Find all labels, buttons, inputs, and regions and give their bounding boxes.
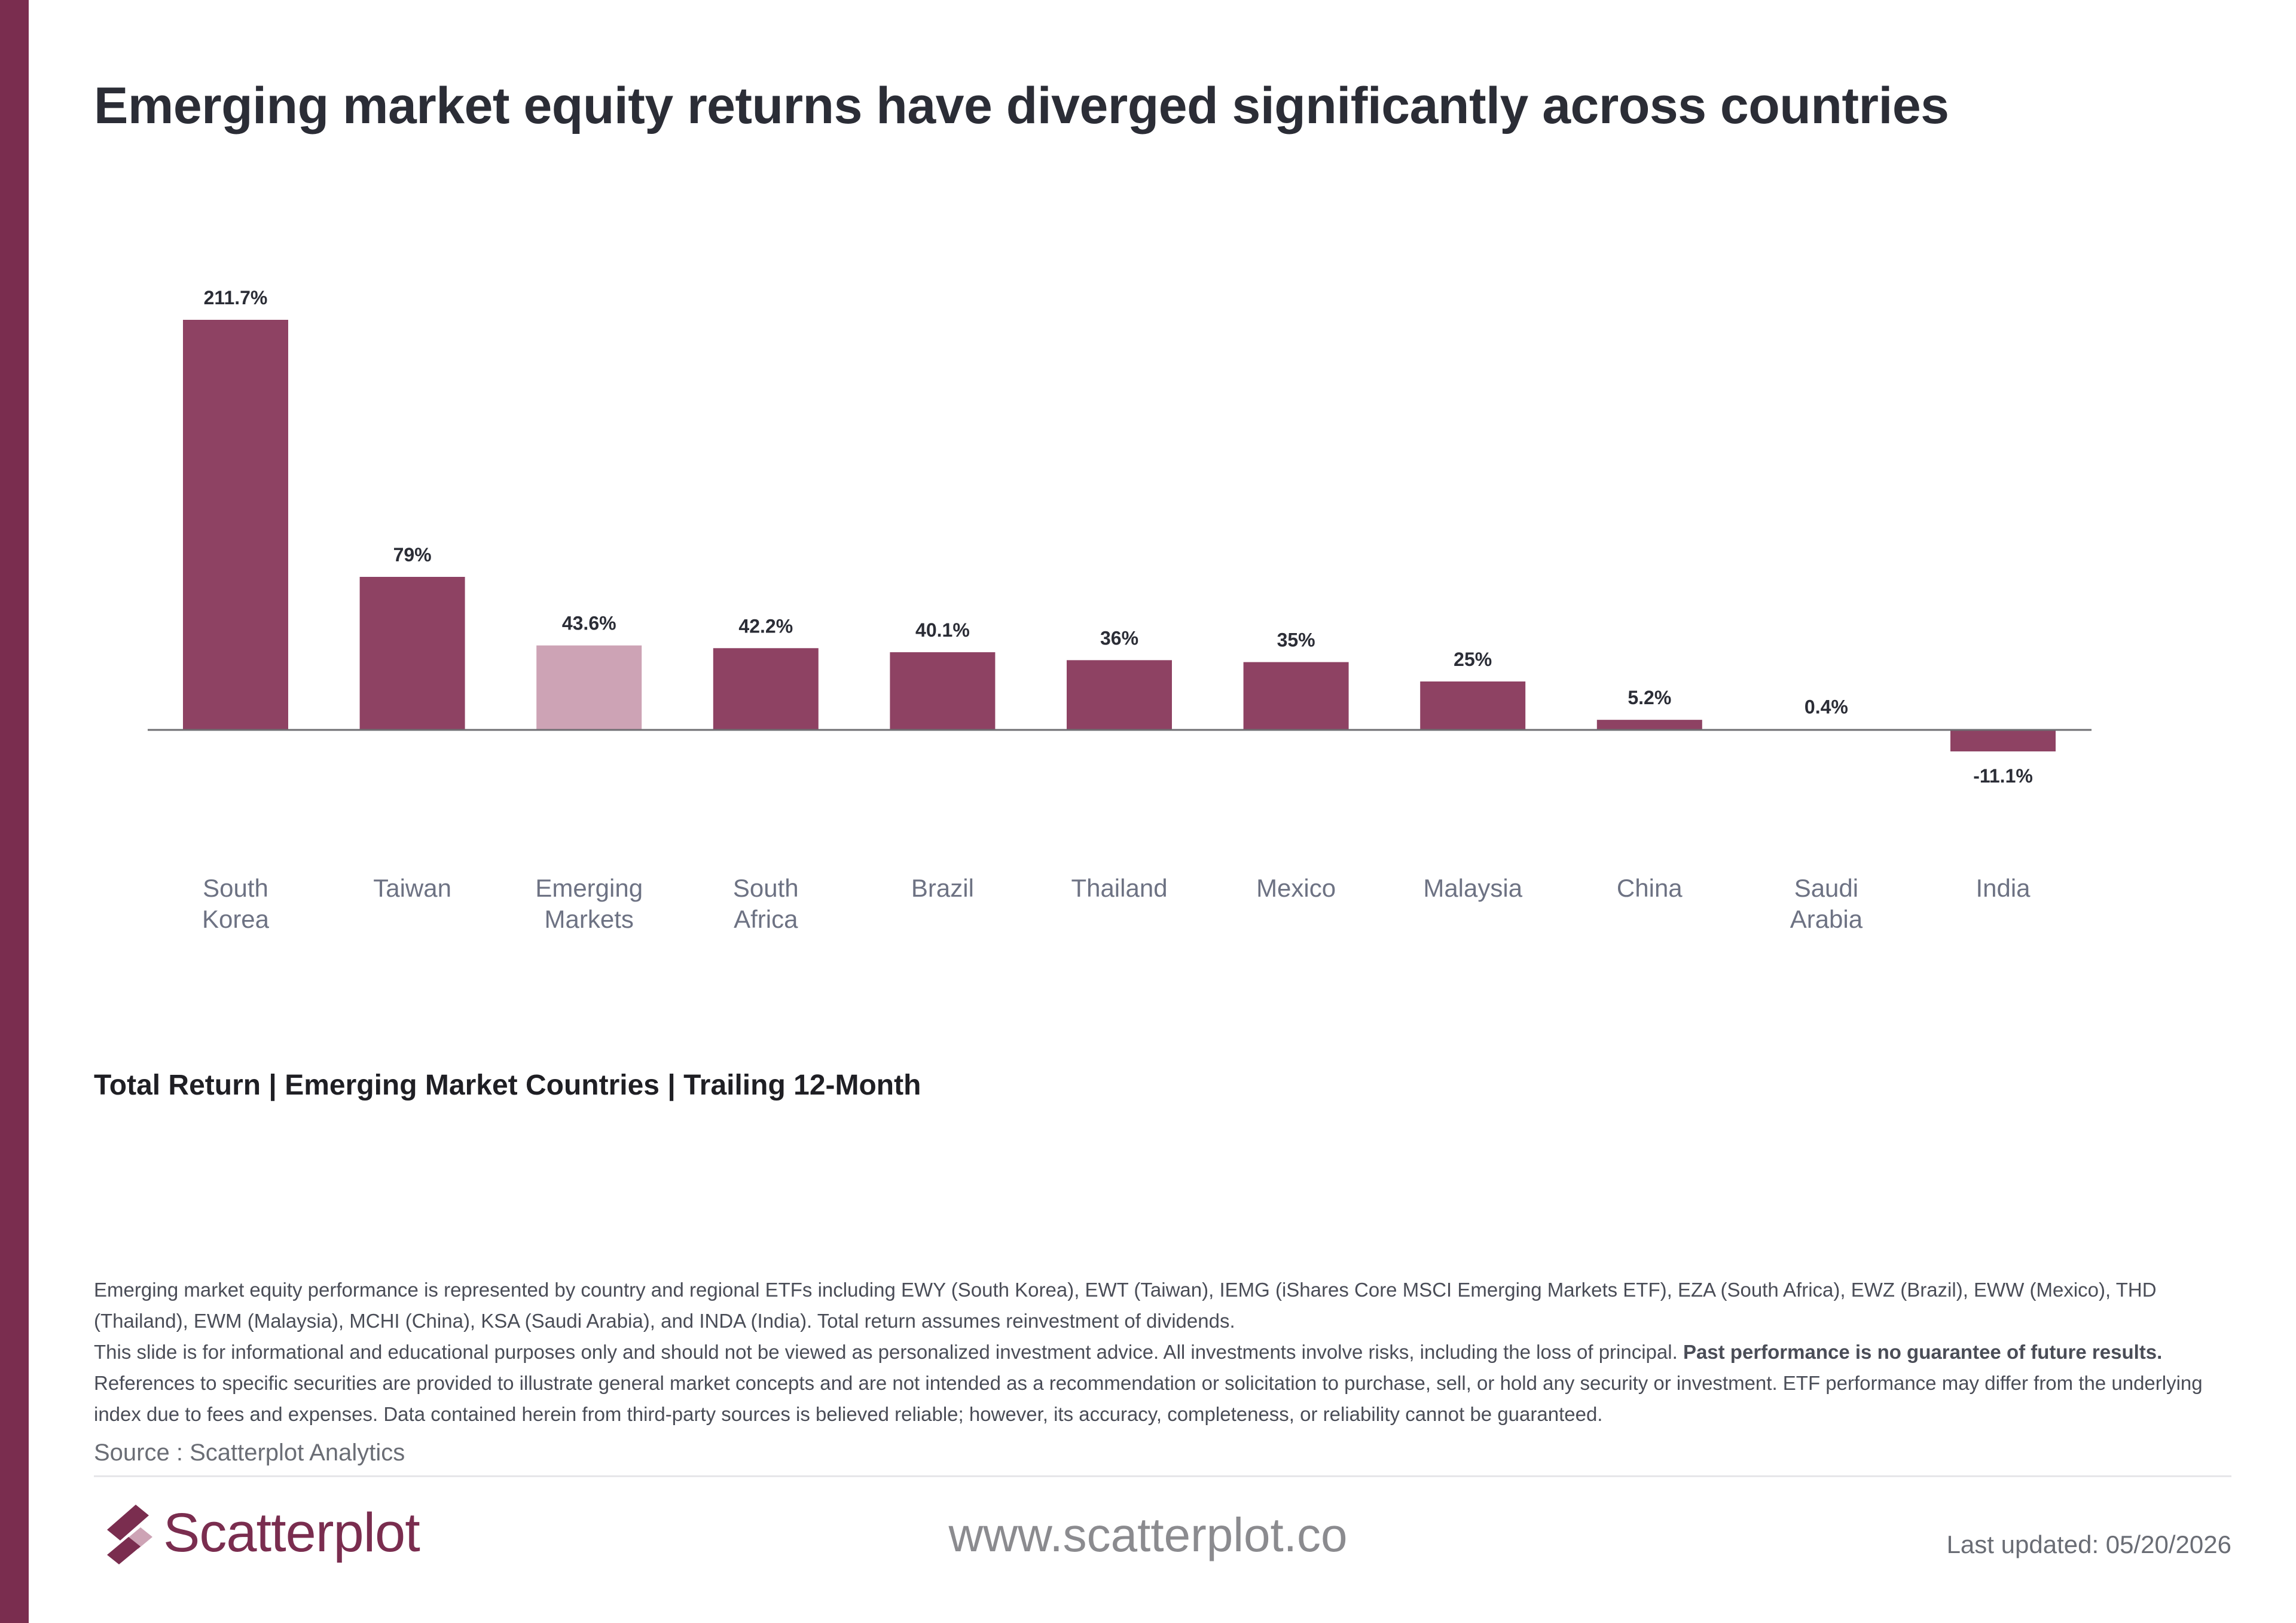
category-label: Thailand [1071, 874, 1167, 902]
scatterplot-logo[interactable]: Scatterplot [105, 1502, 420, 1564]
data-label: 35% [1277, 629, 1315, 651]
disclaimer-risk-text: This slide is for informational and educ… [94, 1341, 1683, 1363]
bar [1950, 730, 2056, 751]
data-label: 36% [1100, 627, 1138, 649]
category-label: Brazil [911, 874, 974, 902]
bar [1243, 662, 1349, 730]
bar [359, 577, 465, 730]
last-updated: Last updated: 05/20/2026 [1946, 1530, 2231, 1558]
data-label: -11.1% [1973, 765, 2033, 787]
scatterplot-logo-icon [107, 1504, 152, 1564]
disclaimer-past-performance: Past performance is no guarantee of futu… [1683, 1341, 2163, 1363]
bar [183, 320, 288, 730]
data-label: 25% [1454, 649, 1492, 670]
bar [1420, 681, 1526, 730]
source-note: Source : Scatterplot Analytics [94, 1439, 405, 1466]
disclaimer-paragraph-risk: This slide is for informational and educ… [94, 1337, 2228, 1430]
category-label: Emerging [535, 874, 643, 902]
bar [1067, 660, 1172, 730]
data-label: 5.2% [1628, 687, 1671, 708]
chart-subtitle: Total Return | Emerging Market Countries… [94, 1069, 921, 1101]
category-label: Arabia [1790, 905, 1863, 933]
disclaimer-risk-text-end: References to specific securities are pr… [94, 1372, 2203, 1425]
bar [713, 648, 819, 730]
chart-title: Emerging market equity returns have dive… [94, 77, 1949, 135]
category-label: Mexico [1256, 874, 1336, 902]
footer-divider [94, 1475, 2231, 1477]
category-label: Saudi [1794, 874, 1858, 902]
data-label: 79% [393, 544, 432, 566]
website-link[interactable]: www.scatterplot.co [948, 1508, 1348, 1561]
data-label: 43.6% [562, 613, 616, 634]
bar [1596, 720, 1702, 730]
data-label: 0.4% [1805, 696, 1848, 718]
disclaimer-paragraph-etfs: Emerging market equity performance is re… [94, 1279, 2157, 1332]
category-label: China [1617, 874, 1683, 902]
accent-bar [0, 0, 29, 1623]
bar-chart: 211.7% South Korea 79% Taiwan 43.6% Emerging Ma… [148, 287, 2092, 933]
category-label: Taiwan [373, 874, 451, 902]
bar [536, 645, 642, 730]
bar [890, 652, 996, 730]
category-label: South [733, 874, 799, 902]
category-label: Malaysia [1423, 874, 1522, 902]
category-label: India [1976, 874, 2031, 902]
data-label: 40.1% [915, 619, 970, 641]
category-label: Korea [202, 905, 270, 933]
category-label: Markets [545, 905, 634, 933]
category-label: South [203, 874, 268, 902]
logo-text: Scatterplot [163, 1502, 420, 1563]
data-label: 42.2% [738, 615, 793, 637]
disclaimer: Emerging market equity performance is re… [94, 1274, 2228, 1430]
category-label: Africa [734, 905, 798, 933]
data-label: 211.7% [204, 287, 268, 308]
